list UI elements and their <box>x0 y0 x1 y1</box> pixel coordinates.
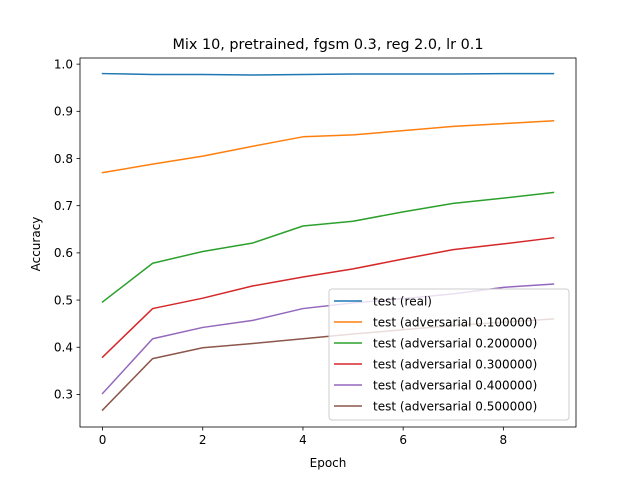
legend-label-4: test (adversarial 0.400000) <box>373 378 537 392</box>
legend-label-2: test (adversarial 0.200000) <box>373 336 537 350</box>
y-tick-label-5: 0.8 <box>54 152 73 166</box>
y-axis-label: Accuracy <box>29 217 43 272</box>
x-tick-label-1: 2 <box>199 433 207 447</box>
legend-label-5: test (adversarial 0.500000) <box>373 399 537 413</box>
series-line-3 <box>101 236 555 359</box>
series-line-2 <box>101 191 555 304</box>
y-tick-label-4: 0.7 <box>54 199 73 213</box>
x-tick-label-0: 0 <box>99 433 107 447</box>
x-tick-label-3: 6 <box>399 433 407 447</box>
x-tick-label-4: 8 <box>500 433 508 447</box>
chart-title: Mix 10, pretrained, fgsm 0.3, reg 2.0, l… <box>172 37 483 53</box>
series-line-0 <box>101 72 555 76</box>
legend-label-0: test (real) <box>373 294 432 308</box>
y-tick-label-7: 1.0 <box>54 57 73 71</box>
series-line-1 <box>101 119 555 174</box>
legend-label-3: test (adversarial 0.300000) <box>373 357 537 371</box>
axes-frame <box>79 57 577 428</box>
legend-label-1: test (adversarial 0.100000) <box>373 315 537 329</box>
legend-box <box>328 288 570 421</box>
y-tick-label-6: 0.9 <box>54 105 73 119</box>
x-tick-label-2: 4 <box>299 433 307 447</box>
x-axis-label: Epoch <box>310 456 347 470</box>
y-tick-label-2: 0.5 <box>54 293 73 307</box>
legend: test (real) test (adversarial 0.100000) te… <box>328 288 570 421</box>
y-tick-label-3: 0.6 <box>54 246 73 260</box>
plot-area: 0 2 4 6 8 0.3 0.4 0.5 0.6 0.7 0.8 0.9 1.0 <box>54 57 577 447</box>
y-tick-label-1: 0.4 <box>54 341 73 355</box>
y-tick-label-0: 0.3 <box>54 388 73 402</box>
